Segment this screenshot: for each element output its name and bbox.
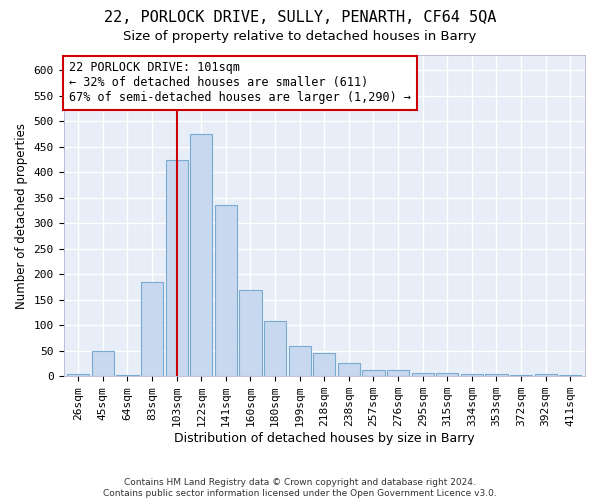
- Bar: [116, 375, 139, 376]
- X-axis label: Distribution of detached houses by size in Barry: Distribution of detached houses by size …: [174, 432, 475, 445]
- Bar: [362, 370, 385, 376]
- Bar: [436, 373, 458, 376]
- Bar: [215, 206, 237, 376]
- Bar: [485, 374, 508, 376]
- Bar: [141, 282, 163, 376]
- Bar: [190, 134, 212, 376]
- Bar: [461, 374, 483, 376]
- Bar: [313, 354, 335, 376]
- Bar: [166, 160, 188, 376]
- Bar: [559, 374, 581, 376]
- Text: Size of property relative to detached houses in Barry: Size of property relative to detached ho…: [124, 30, 476, 43]
- Bar: [338, 364, 360, 376]
- Text: 22 PORLOCK DRIVE: 101sqm
← 32% of detached houses are smaller (611)
67% of semi-: 22 PORLOCK DRIVE: 101sqm ← 32% of detach…: [69, 62, 411, 104]
- Bar: [510, 375, 532, 376]
- Bar: [535, 374, 557, 376]
- Bar: [239, 290, 262, 376]
- Y-axis label: Number of detached properties: Number of detached properties: [15, 122, 28, 308]
- Bar: [92, 350, 114, 376]
- Text: Contains HM Land Registry data © Crown copyright and database right 2024.
Contai: Contains HM Land Registry data © Crown c…: [103, 478, 497, 498]
- Bar: [387, 370, 409, 376]
- Bar: [289, 346, 311, 376]
- Bar: [412, 373, 434, 376]
- Bar: [67, 374, 89, 376]
- Text: 22, PORLOCK DRIVE, SULLY, PENARTH, CF64 5QA: 22, PORLOCK DRIVE, SULLY, PENARTH, CF64 …: [104, 10, 496, 25]
- Bar: [264, 321, 286, 376]
